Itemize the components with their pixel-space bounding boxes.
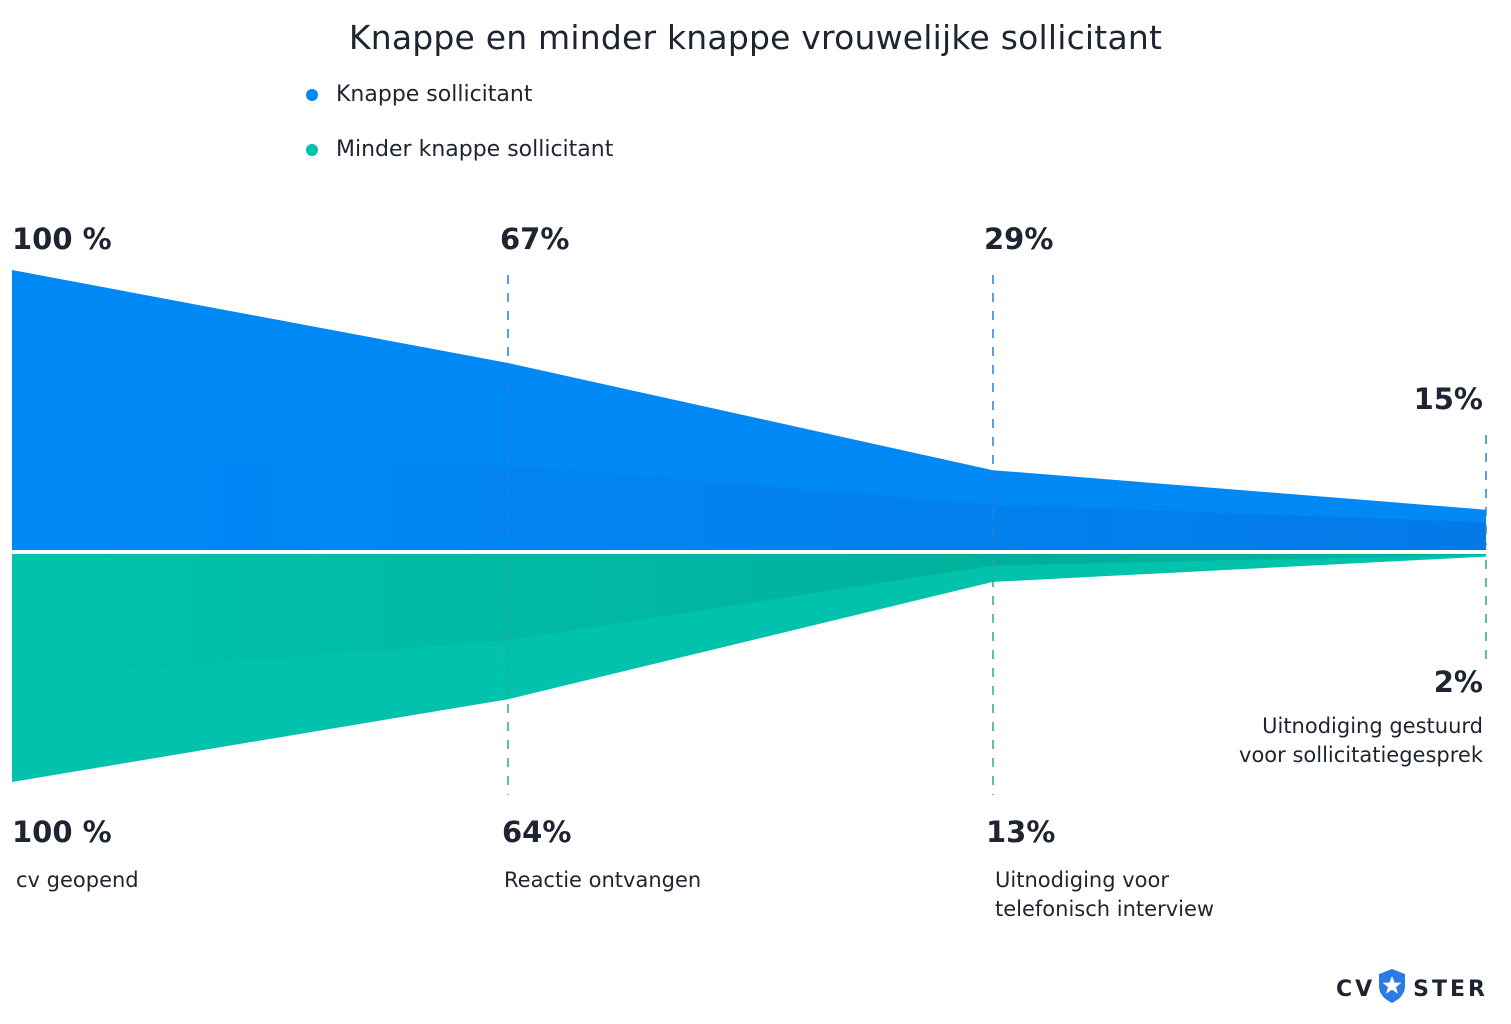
value-label-knappe: 29% <box>984 222 1054 256</box>
value-label-minder-knappe: 100 % <box>12 815 112 849</box>
stage-label: telefonisch interview <box>995 897 1215 921</box>
legend-label-knappe: Knappe sollicitant <box>336 82 533 107</box>
value-label-knappe: 100 % <box>12 222 112 256</box>
value-label-knappe: 67% <box>500 222 570 256</box>
legend-item-minder-knappe: Minder knappe sollicitant <box>306 137 613 162</box>
legend-label-minder-knappe: Minder knappe sollicitant <box>336 137 614 162</box>
legend-swatch-minder-knappe <box>306 143 318 156</box>
star-shield-icon <box>1377 968 1407 1010</box>
legend-item-knappe: Knappe sollicitant <box>306 82 532 107</box>
legend-swatch-knappe <box>306 88 318 101</box>
value-label-minder-knappe: 64% <box>502 815 572 849</box>
logo-text-right: STER <box>1413 976 1488 1002</box>
value-label-knappe: 15% <box>1413 382 1483 416</box>
logo-text-left: CV <box>1336 976 1376 1002</box>
cvster-logo: CV STER <box>1336 968 1488 1010</box>
stage-label: Reactie ontvangen <box>504 868 702 892</box>
chart-title: Knappe en minder knappe vrouwelijke soll… <box>348 18 1163 57</box>
value-label-minder-knappe: 2% <box>1433 665 1483 699</box>
series-shade-knappe <box>12 458 1486 552</box>
stage-label: Uitnodiging voor <box>995 868 1169 892</box>
stage-label: Uitnodiging gestuurd <box>1262 714 1483 738</box>
stage-label: voor sollicitatiegesprek <box>1239 743 1483 767</box>
value-label-minder-knappe: 13% <box>986 815 1056 849</box>
stage-label: cv geopend <box>16 868 139 892</box>
series-shade-minder-knappe <box>12 552 1486 679</box>
